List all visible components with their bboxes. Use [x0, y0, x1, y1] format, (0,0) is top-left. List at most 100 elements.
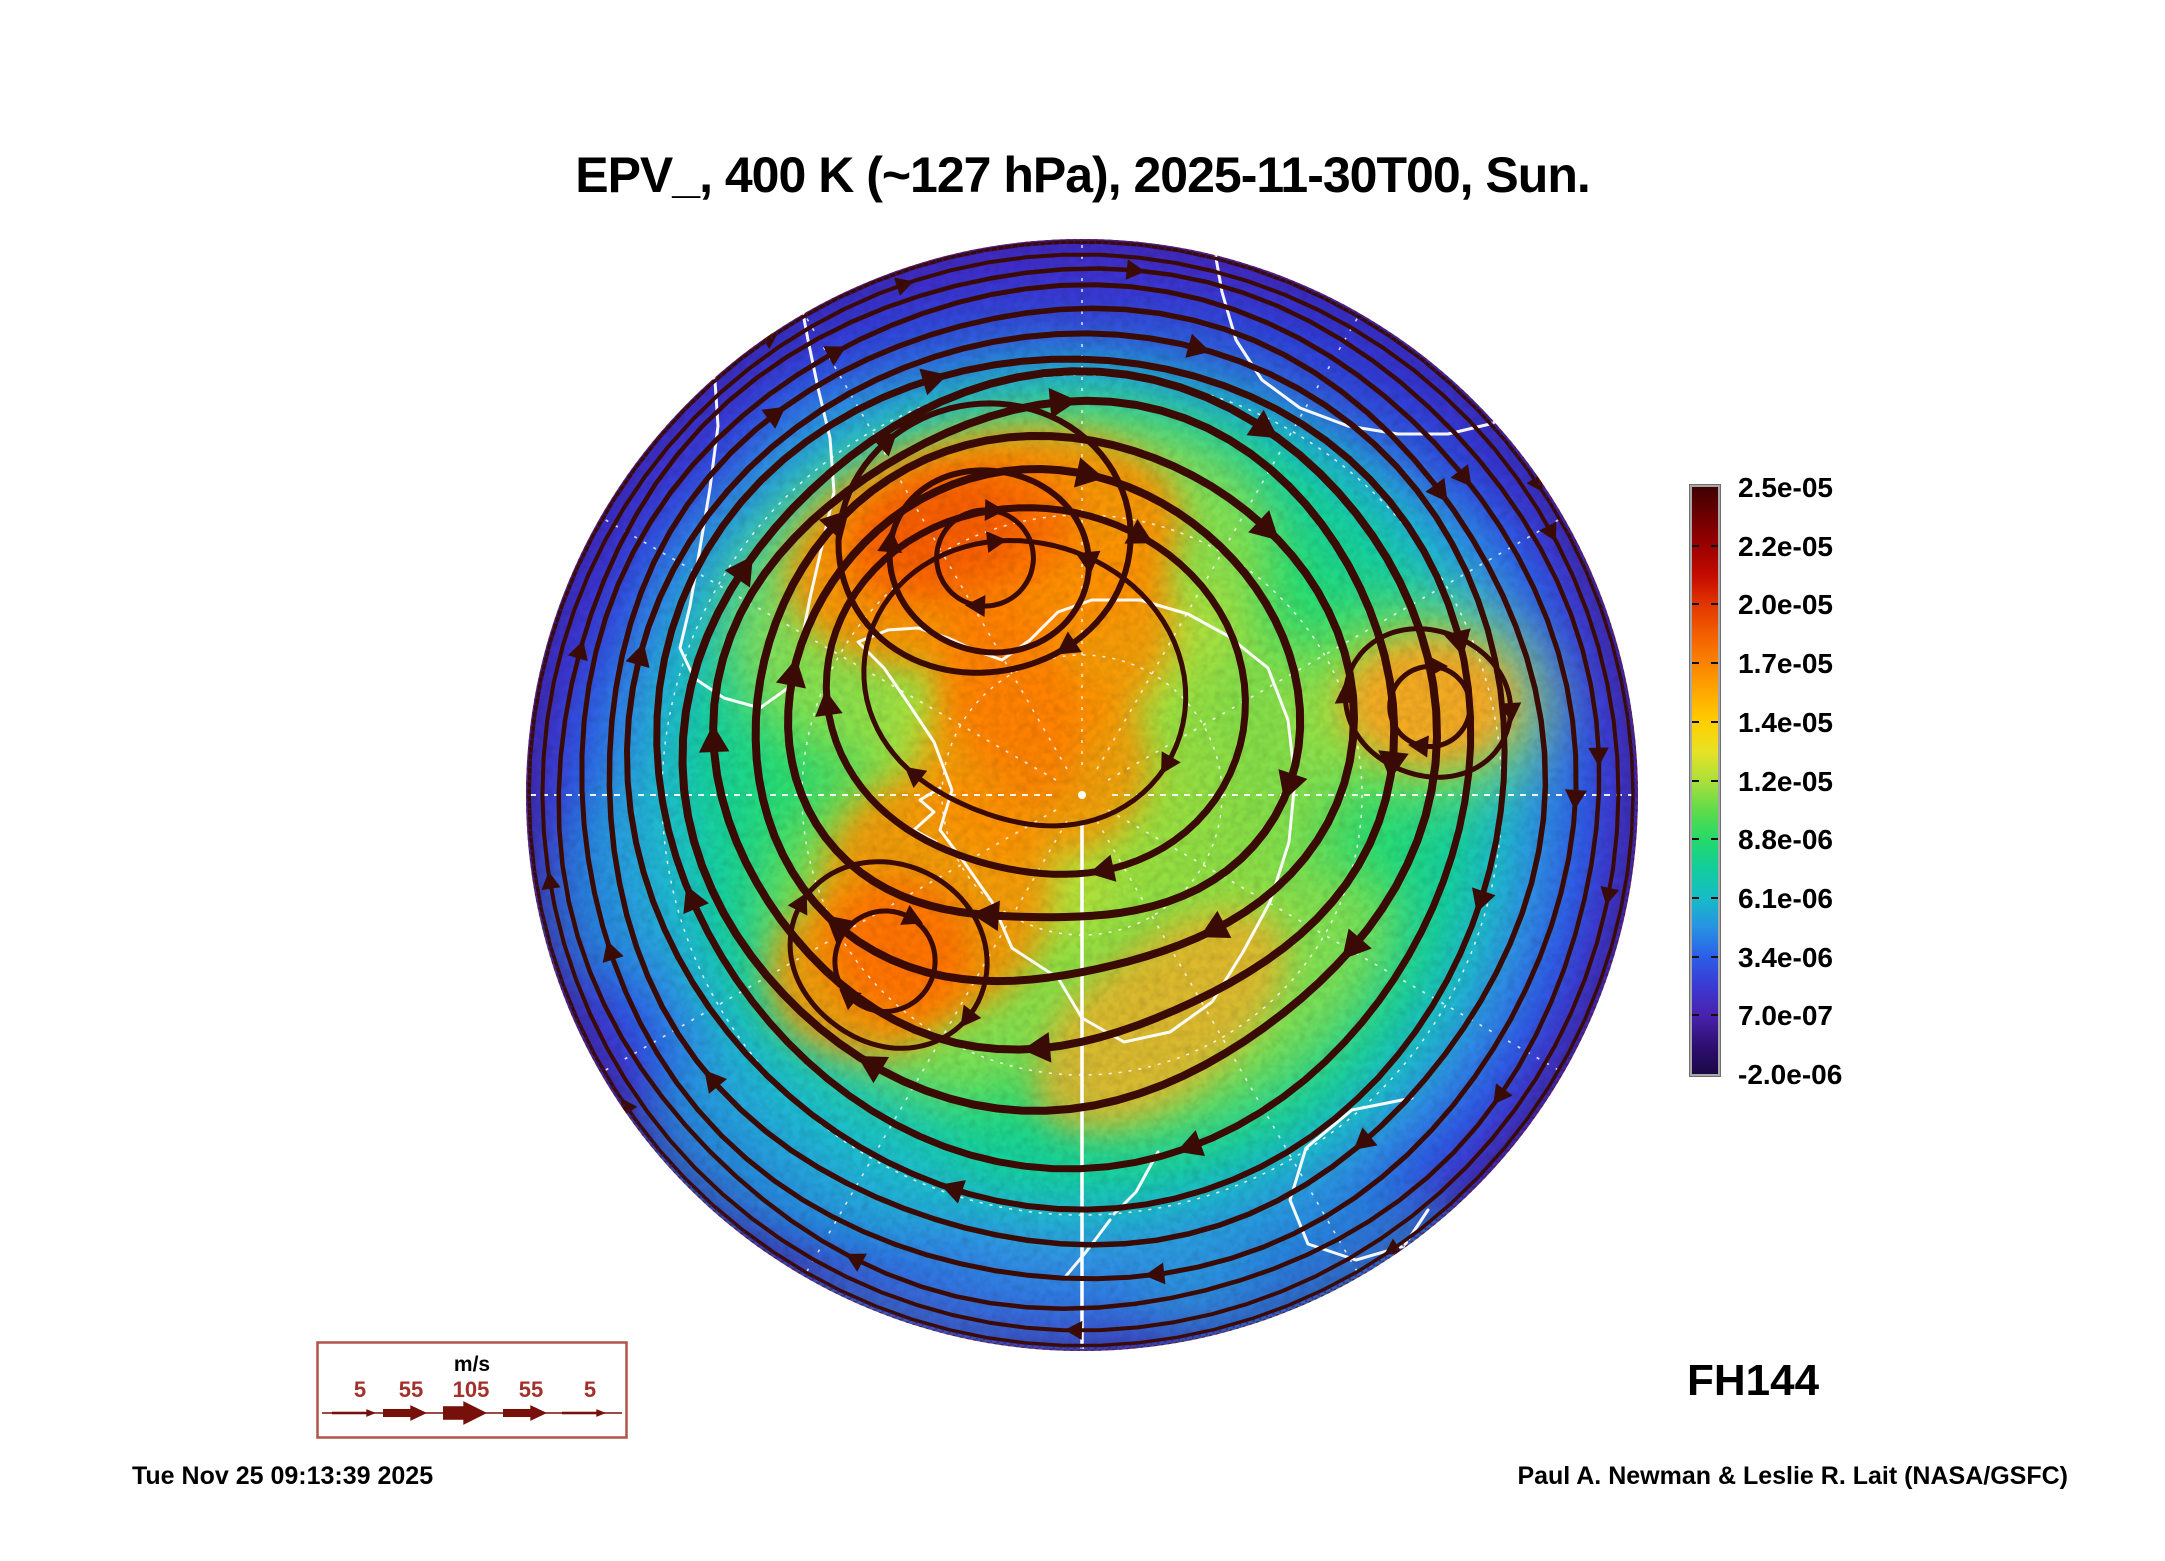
streamline — [606, 305, 1549, 1248]
streamline — [709, 396, 1399, 1054]
streamline — [1387, 664, 1473, 749]
wind-legend-speed: 5 — [354, 1377, 366, 1402]
streamline-arrowhead — [602, 940, 624, 963]
colorbar-tick — [1711, 896, 1718, 899]
colorbar-gradient — [1690, 485, 1720, 1076]
colorbar-label: 6.1e-06 — [1738, 882, 1833, 914]
streamline-arrowhead — [940, 1180, 966, 1204]
colorbar-tick — [1692, 896, 1699, 899]
streamline-arrowhead — [1427, 655, 1448, 678]
streamline-arrowhead — [1073, 457, 1105, 488]
wind-arrow-head — [596, 1409, 606, 1417]
streamline-arrowhead — [698, 724, 730, 753]
coastline-africa — [1212, 245, 1506, 436]
streamline-arrowhead — [823, 346, 847, 366]
colorbar-tick — [1711, 955, 1718, 958]
streamline-arrowhead — [904, 766, 928, 788]
wind-arrow-shaft — [443, 1406, 466, 1420]
streamline-arrowhead — [1199, 910, 1232, 938]
streamline-arrowhead — [1526, 473, 1543, 492]
streamline-arrowhead — [1022, 1032, 1052, 1063]
colorbar-label: 2.5e-05 — [1738, 472, 1833, 503]
streamline-arrowhead — [625, 642, 650, 668]
streamline-arrowhead — [1450, 464, 1472, 487]
streamline-arrowhead — [894, 277, 914, 296]
colorbar-tick — [1711, 662, 1718, 665]
streamline-arrowhead — [965, 595, 986, 617]
streamline-arrowhead — [1539, 521, 1557, 542]
streamline — [751, 432, 1358, 986]
colorbar-tick — [1692, 603, 1699, 606]
streamline-arrowhead — [825, 915, 857, 945]
wind-arrow-head — [366, 1409, 376, 1417]
colorbar-tick — [1711, 779, 1718, 782]
streamline-arrowhead — [1471, 887, 1496, 913]
colorbar-tick — [1711, 1014, 1718, 1017]
disk-rim-purple — [527, 240, 1637, 1350]
streamline-arrowhead — [683, 885, 709, 915]
streamline-arrowhead — [541, 871, 561, 890]
streamline-arrowhead — [787, 892, 808, 916]
streamline-arrowhead — [1384, 1238, 1403, 1255]
colorbar-label: 2.2e-05 — [1738, 530, 1833, 562]
streamline-arrowhead — [845, 1253, 867, 1272]
wind-legend-speed: 55 — [519, 1377, 543, 1402]
coastline-antarctica — [856, 598, 1297, 1044]
wind-legend-box — [316, 1341, 628, 1439]
streamline-arrowhead — [1048, 387, 1078, 419]
streamline — [653, 355, 1475, 1173]
streamline-arrowhead — [986, 531, 1008, 554]
streamline-arrowhead — [1499, 702, 1522, 723]
streamline-arrowhead — [1125, 259, 1146, 280]
streamline-arrowhead — [568, 640, 588, 662]
wind-arrow-shaft — [383, 1408, 413, 1418]
wind-arrow-head — [463, 1401, 487, 1425]
colorbar-tick — [1711, 544, 1718, 547]
forecast-hour-label: FH144 — [1687, 1356, 1820, 1405]
colorbar-label: -2.0e-06 — [1738, 1059, 1843, 1090]
streamline — [540, 252, 1621, 1333]
streamline-arrowhead — [1588, 747, 1609, 767]
wind-legend-unit: m/s — [454, 1353, 490, 1376]
streamline-arrowhead — [761, 406, 786, 429]
streamline-arrowhead — [971, 900, 1000, 932]
streamline — [835, 400, 1134, 676]
streamline-arrowhead — [900, 904, 923, 925]
streamline — [934, 507, 1036, 609]
streamline — [784, 465, 1305, 922]
generation-timestamp: Tue Nov 25 09:13:39 2025 — [132, 1462, 434, 1490]
streamline — [787, 859, 990, 1051]
streamline-arrowhead — [1248, 510, 1279, 541]
streamline-arrowhead — [960, 1004, 982, 1028]
streamline-arrowhead — [1144, 1262, 1166, 1285]
streamline-arrowhead — [815, 690, 843, 717]
wind-legend-speed: 5 — [584, 1377, 596, 1402]
wind-arrow-shaft — [562, 1411, 599, 1415]
colorbar-label: 2.0e-05 — [1738, 589, 1833, 621]
streamline-arrowhead — [1342, 928, 1372, 960]
streamline — [624, 330, 1508, 1213]
streamline-arrowhead — [877, 529, 903, 553]
streamline — [579, 282, 1579, 1282]
streamlines — [527, 240, 1635, 1348]
streamline-arrowhead — [1353, 1127, 1378, 1150]
streamline-arrowhead — [1056, 631, 1082, 655]
streamline-arrowhead — [1564, 789, 1587, 810]
streamline — [556, 266, 1602, 1311]
streamline-arrowhead — [839, 989, 862, 1011]
wind-arrow-shaft — [332, 1411, 369, 1415]
globe-disk — [526, 239, 1638, 1351]
streamline — [678, 367, 1441, 1115]
streamline-arrowhead — [857, 1055, 890, 1084]
colorbar-tick — [1692, 779, 1699, 782]
colorbar-label: 7.0e-07 — [1738, 1000, 1833, 1032]
streamline-arrowhead — [1064, 1320, 1083, 1341]
colorbar-tick — [1692, 838, 1699, 841]
page-title: EPV_, 400 K (~127 hPa), 2025-11-30T00, S… — [575, 147, 1591, 203]
streamline-arrowhead — [919, 368, 948, 396]
wind-legend-speed: 55 — [399, 1377, 423, 1402]
colorbar-label: 1.2e-05 — [1738, 765, 1833, 797]
streamline-arrowhead — [871, 432, 898, 457]
